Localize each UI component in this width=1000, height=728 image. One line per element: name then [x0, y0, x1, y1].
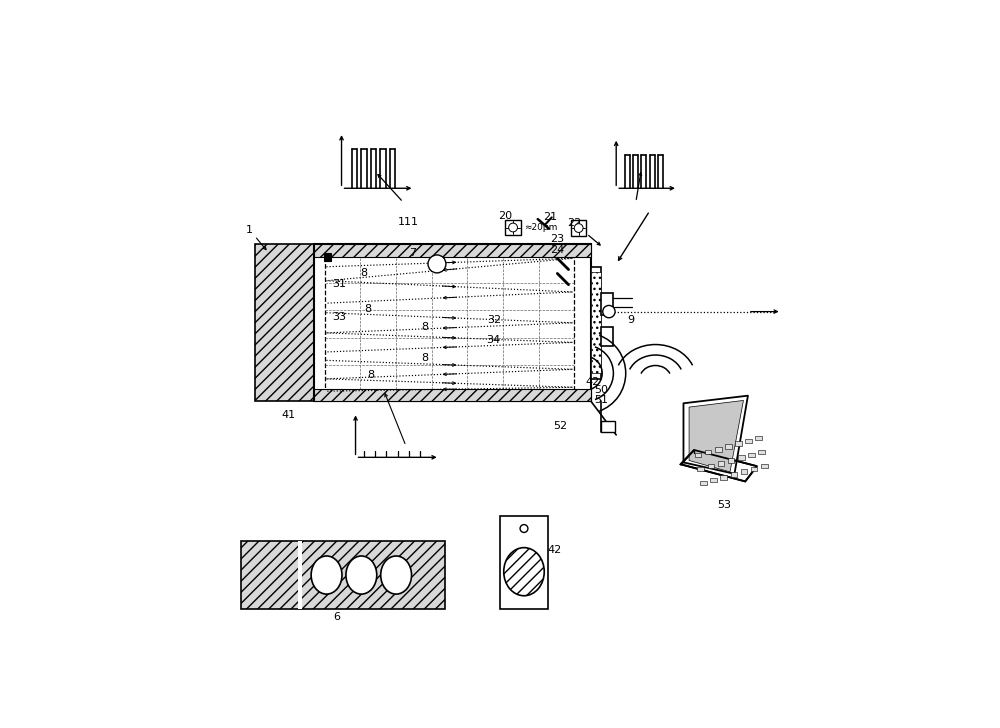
Text: 34: 34 — [486, 335, 500, 344]
Text: 51: 51 — [594, 395, 608, 405]
Bar — [591, 266, 601, 379]
Text: 24: 24 — [551, 245, 565, 255]
Text: 8: 8 — [422, 323, 429, 332]
Text: 42: 42 — [585, 377, 600, 387]
Circle shape — [603, 306, 615, 317]
Text: 7: 7 — [409, 248, 416, 258]
Bar — [728, 458, 734, 463]
Bar — [725, 444, 732, 448]
Bar — [500, 516, 548, 609]
Bar — [601, 421, 615, 432]
Bar — [601, 327, 613, 347]
Bar — [314, 245, 591, 401]
Text: 8: 8 — [367, 370, 374, 380]
Bar — [241, 542, 445, 609]
Text: 21: 21 — [543, 213, 557, 223]
Bar — [601, 293, 613, 315]
Text: 6: 6 — [333, 612, 340, 622]
Bar — [748, 453, 755, 457]
Text: 50: 50 — [594, 385, 608, 395]
Text: 22: 22 — [567, 218, 582, 228]
Bar — [298, 542, 302, 609]
Bar — [325, 256, 574, 393]
Bar — [314, 389, 591, 401]
Bar — [695, 453, 701, 457]
Bar — [505, 220, 521, 235]
Bar — [324, 253, 331, 261]
Bar — [700, 480, 707, 485]
Text: 33: 33 — [332, 312, 346, 323]
Ellipse shape — [311, 556, 342, 594]
Circle shape — [574, 223, 583, 232]
Bar — [591, 272, 601, 373]
Bar — [738, 456, 745, 460]
Bar — [708, 464, 714, 468]
Ellipse shape — [346, 556, 377, 594]
Text: 41: 41 — [282, 411, 296, 420]
Ellipse shape — [381, 556, 412, 594]
Bar — [718, 461, 724, 465]
Text: 42: 42 — [547, 545, 562, 555]
Bar — [720, 475, 727, 480]
Text: 111: 111 — [398, 217, 419, 227]
Bar — [745, 439, 752, 443]
Bar — [715, 447, 722, 451]
Circle shape — [509, 223, 517, 232]
Text: 31: 31 — [332, 279, 346, 288]
Text: 32: 32 — [487, 315, 501, 325]
Bar — [710, 478, 717, 483]
Circle shape — [520, 525, 528, 532]
Text: 8: 8 — [422, 352, 429, 363]
Ellipse shape — [504, 547, 544, 596]
Text: 23: 23 — [551, 234, 565, 244]
Circle shape — [428, 255, 446, 273]
Bar — [705, 450, 711, 454]
Text: 8: 8 — [360, 269, 367, 279]
Bar — [731, 472, 737, 477]
Bar — [741, 470, 747, 474]
Text: 20: 20 — [498, 211, 513, 221]
Bar — [751, 467, 757, 471]
Polygon shape — [689, 400, 743, 472]
Bar — [314, 245, 591, 257]
Bar — [755, 436, 762, 440]
Text: 1: 1 — [246, 225, 253, 235]
Bar — [758, 450, 765, 454]
Bar — [735, 441, 742, 446]
Bar — [761, 464, 768, 468]
Text: ≈20μm: ≈20μm — [524, 223, 557, 232]
Text: 8: 8 — [364, 304, 371, 314]
Text: 52: 52 — [553, 422, 567, 432]
Text: 53: 53 — [717, 500, 731, 510]
Text: 9: 9 — [627, 315, 635, 325]
Bar — [571, 220, 586, 236]
Polygon shape — [681, 450, 757, 481]
Bar — [255, 245, 314, 401]
Bar — [697, 467, 704, 471]
